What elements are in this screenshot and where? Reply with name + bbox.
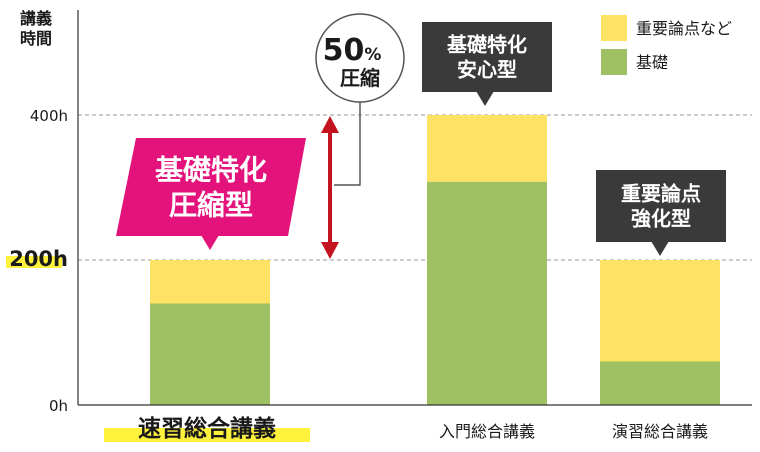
bar-segment xyxy=(600,361,720,405)
legend-label: 重要論点など xyxy=(636,19,732,38)
callout-text: 圧縮型 xyxy=(169,189,253,222)
bar-segment xyxy=(427,115,547,182)
y-tick-label: 0h xyxy=(49,397,68,415)
x-category-labels: 速習総合講義 入門総合講義 演習総合講義 xyxy=(104,415,708,442)
compression-leader-line xyxy=(334,100,361,186)
callout-pointer xyxy=(201,235,219,250)
x-category-label: 速習総合講義 xyxy=(138,415,276,442)
callout-text: 基礎特化 xyxy=(155,154,267,187)
y-axis-title-line2: 時間 xyxy=(20,29,52,48)
compression-arrow-head-up xyxy=(321,116,339,133)
callout-text: 強化型 xyxy=(631,207,691,231)
compression-label: 圧縮 xyxy=(340,66,380,90)
bar-segment xyxy=(427,181,547,405)
callout-box xyxy=(116,138,306,236)
compression-percent: 50% xyxy=(323,33,382,68)
category-highlight xyxy=(104,428,310,442)
callout-pointer xyxy=(476,91,494,106)
tick-highlight xyxy=(6,256,62,268)
x-category-label: 演習総合講義 xyxy=(612,422,708,441)
y-axis xyxy=(77,10,752,406)
y-tick-label: 400h xyxy=(30,107,68,125)
legend-swatch xyxy=(601,15,627,41)
y-axis-title-line1: 講義 xyxy=(20,9,52,28)
y-tick-label: 200h xyxy=(9,247,68,271)
callout-box xyxy=(422,22,552,92)
compression-badge xyxy=(315,13,405,103)
callout-text: 基礎特化 xyxy=(447,33,527,57)
legend-label: 基礎 xyxy=(636,53,668,72)
compression-annotation: 50%圧縮 xyxy=(315,13,405,259)
bar-segment xyxy=(150,260,270,304)
callout-pointer xyxy=(651,241,669,256)
x-category-label: 入門総合講義 xyxy=(439,422,535,441)
bars xyxy=(150,115,720,405)
callout-text: 重要論点 xyxy=(621,182,701,206)
compression-arrow-head-down xyxy=(321,242,339,259)
callout-box xyxy=(596,170,726,242)
bar-segment xyxy=(600,260,720,362)
y-tick-labels: 0h 200h 400h xyxy=(6,107,68,415)
bar-segment xyxy=(150,303,270,405)
callout-text: 安心型 xyxy=(457,58,517,82)
legend-swatch xyxy=(601,49,627,75)
